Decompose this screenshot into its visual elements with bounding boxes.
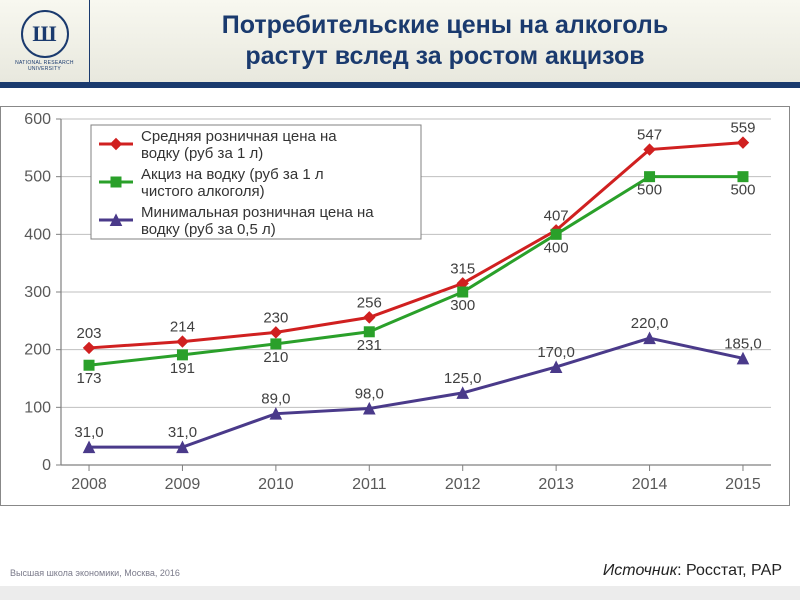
svg-text:водку (руб за 0,5 л): водку (руб за 0,5 л) [141,221,276,238]
svg-text:2015: 2015 [725,476,761,493]
svg-text:2012: 2012 [445,476,481,493]
svg-text:500: 500 [730,182,755,199]
chart-svg: 0 100 200 300 400 500 600 2008 2009 2010 2011 2012 2… [1,107,791,507]
footer-left: Высшая школа экономики, Москва, 2016 [10,568,180,578]
slide: Ш NATIONAL RESEARCH UNIVERSITY Потребите… [0,0,800,600]
svg-text:Минимальная розничная цена на: Минимальная розничная цена на [141,204,374,221]
svg-text:2011: 2011 [352,476,387,493]
svg-text:315: 315 [450,260,475,277]
footer-bar [0,586,800,600]
logo: Ш NATIONAL RESEARCH UNIVERSITY [0,0,90,85]
svg-text:98,0: 98,0 [355,385,384,402]
svg-text:203: 203 [77,325,102,342]
svg-text:185,0: 185,0 [724,335,762,352]
svg-text:100: 100 [24,399,51,416]
svg-text:2010: 2010 [258,476,294,493]
svg-text:Акциз на водку (руб за 1 л: Акциз на водку (руб за 1 л [141,166,324,183]
svg-text:водку (руб за 1 л): водку (руб за 1 л) [141,145,263,162]
svg-text:170,0: 170,0 [537,344,575,361]
header: Ш NATIONAL RESEARCH UNIVERSITY Потребите… [0,0,800,88]
svg-text:210: 210 [263,349,288,366]
svg-text:256: 256 [357,294,382,311]
svg-text:191: 191 [170,360,195,377]
svg-text:89,0: 89,0 [261,391,290,408]
svg-text:200: 200 [24,342,51,359]
logo-letter: Ш [32,21,56,47]
svg-text:31,0: 31,0 [74,424,103,441]
svg-text:2014: 2014 [632,476,668,493]
svg-text:400: 400 [24,226,51,243]
svg-text:407: 407 [544,207,569,224]
svg-text:173: 173 [77,370,102,387]
logo-caption: NATIONAL RESEARCH UNIVERSITY [4,60,85,72]
svg-text:231: 231 [357,337,382,354]
svg-text:2013: 2013 [538,476,574,493]
svg-text:0: 0 [42,457,51,474]
svg-text:220,0: 220,0 [631,315,669,332]
svg-text:500: 500 [24,169,51,186]
title-line-2: растут вслед за ростом акцизов [245,42,644,70]
svg-text:300: 300 [24,284,51,301]
svg-text:2008: 2008 [71,476,107,493]
svg-text:31,0: 31,0 [168,424,197,441]
source-value: : Росстат, РАР [677,562,782,579]
svg-text:125,0: 125,0 [444,370,482,387]
svg-text:300: 300 [450,297,475,314]
svg-text:Средняя розничная цена на: Средняя розничная цена на [141,128,337,145]
chart: 0 100 200 300 400 500 600 2008 2009 2010 2011 2012 2… [0,106,790,506]
svg-text:214: 214 [170,319,195,336]
svg-text:500: 500 [637,182,662,199]
title-line-1: Потребительские цены на алкоголь [222,11,668,39]
svg-text:2009: 2009 [165,476,201,493]
logo-ring: Ш [21,10,69,58]
source-label: Источник [603,562,677,579]
page-title: Потребительские цены на алкоголь растут … [90,10,800,73]
svg-text:230: 230 [263,309,288,326]
svg-text:547: 547 [637,127,662,144]
footer-source: Источник: Росстат, РАР [603,562,782,580]
svg-text:400: 400 [544,239,569,256]
svg-text:600: 600 [24,111,51,128]
svg-text:чистого алкоголя): чистого алкоголя) [141,183,265,200]
svg-text:559: 559 [730,120,755,137]
